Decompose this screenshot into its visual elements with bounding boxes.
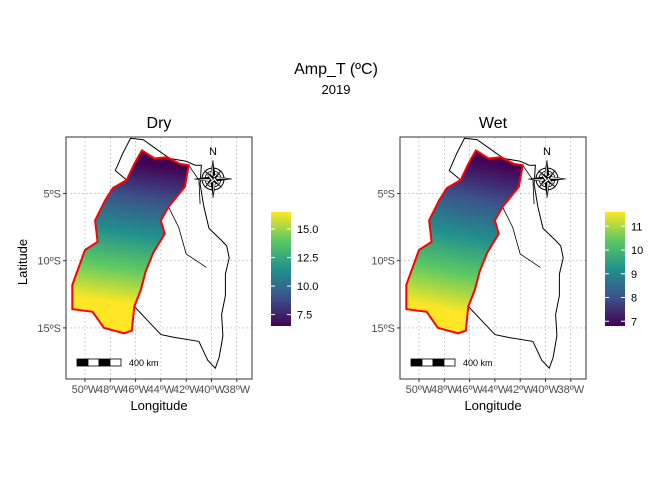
scale-bar-label: 400 km [463,358,493,368]
y-tick-label: 15ºS [371,323,395,335]
scale-bar-segment [421,358,434,367]
compass-diagonal-light [538,178,549,188]
compass-point-dark [194,176,213,179]
y-tick-label: 5ºS [44,188,61,200]
legend-tick-label: 10.0 [297,281,318,293]
legend-tick-label: 15.0 [297,224,318,236]
compass-diagonal-light [204,170,214,181]
legend-tick-label: 12.5 [297,253,318,265]
x-tick-label: 38ºW [223,384,250,396]
x-axis-label: Longitude [130,398,187,413]
scale-bar-segment [443,358,456,367]
x-tick-label: 48ºW [97,384,124,396]
x-axis-label: Longitude [464,398,521,413]
y-tick-label: 5ºS [378,188,395,200]
compass-diagonal-dark [204,170,215,179]
y-tick-label: 10ºS [37,256,61,268]
legend-0: 7.5 10.0 12.5 15.0 [271,212,318,326]
legend-tick-label: 7.5 [297,310,312,322]
legend-tick-label: 10 [631,245,643,257]
compass-point-dark [547,179,566,182]
inner-border-1 [502,206,541,268]
subtitle: 2019 [322,82,351,97]
legend-tick-label: 11 [631,221,642,233]
compass-diagonal-light [204,178,215,188]
y-tick-label: 15ºS [37,323,61,335]
panel-border [65,136,253,380]
legend-1: 7 8 9 10 11 [605,212,643,328]
legend-tick-label: 7 [631,316,637,328]
x-tick-label: 40ºW [198,384,225,396]
x-tick-label: 50ºW [72,384,99,396]
x-tick-label: 42ºW [507,384,534,396]
legend-tick-label: 8 [631,293,637,305]
panel-title: Dry [147,115,172,132]
x-tick-label: 44ºW [148,384,175,396]
compass-diagonal-light [538,170,548,181]
scale-bar-segment [410,358,423,367]
colorbar [271,212,291,326]
scale-bar-segment [76,358,89,367]
scale-bar-segment [432,358,445,367]
x-tick-label: 44ºW [482,384,509,396]
panel-border [399,136,587,380]
scale-bar-label: 400 km [129,358,159,368]
compass-diagonal-light [546,177,556,188]
x-tick-label: 48ºW [431,384,458,396]
scale-bar-segment [109,358,122,367]
north-label: N [209,146,217,158]
x-tick-label: 46ºW [456,384,483,396]
main-title: Amp_T (ºC) [294,61,378,78]
compass-diagonal-dark [538,170,549,179]
compass-point-dark [547,160,550,179]
study-area [405,148,524,335]
colorbar [605,212,625,326]
x-tick-label: 42ºW [173,384,200,396]
x-tick-label: 50ºW [406,384,433,396]
legend-tick-label: 9 [631,269,637,281]
y-axis-label: Latitude [15,239,30,285]
panels: Dry50ºW48ºW46ºW44ºW42ºW40ºW38ºW5ºS10ºS15… [37,115,643,413]
y-tick-label: 10ºS [371,256,395,268]
x-tick-label: 46ºW [122,384,149,396]
compass-point-dark [213,179,232,182]
study-area [71,148,190,335]
panel-title: Wet [479,115,508,132]
compass-point-dark [213,160,216,179]
inner-border-1 [168,206,207,268]
scale-bar-segment [98,358,111,367]
x-tick-label: 38ºW [557,384,584,396]
compass-point-dark [528,176,547,179]
x-tick-label: 40ºW [532,384,559,396]
compass-point-dark [210,179,213,198]
compass-point-dark [544,179,547,198]
scale-bar-segment [87,358,100,367]
north-label: N [543,146,551,158]
